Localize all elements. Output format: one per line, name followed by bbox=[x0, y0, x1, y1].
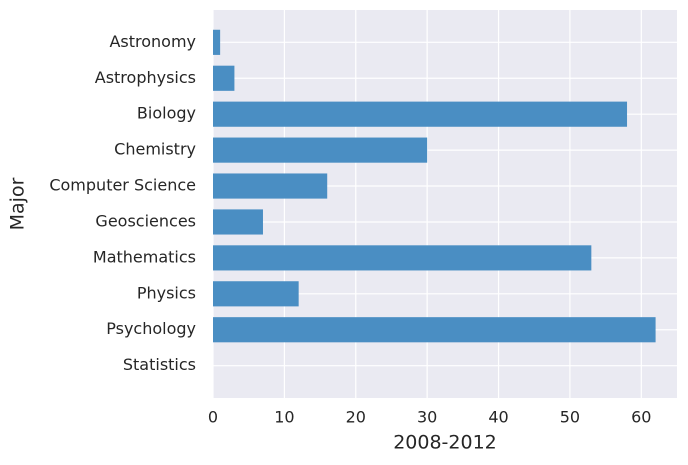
y-tick-label: Biology bbox=[137, 104, 196, 123]
bar bbox=[213, 173, 328, 199]
x-tick-label: 10 bbox=[274, 408, 294, 427]
bar bbox=[213, 29, 221, 55]
y-tick-label: Mathematics bbox=[93, 247, 196, 266]
x-tick-label: 40 bbox=[488, 408, 508, 427]
bar bbox=[213, 245, 592, 271]
x-tick-label: 50 bbox=[560, 408, 580, 427]
y-tick-label: Computer Science bbox=[49, 176, 196, 195]
bar bbox=[213, 137, 428, 163]
x-tick-label: 0 bbox=[208, 408, 218, 427]
x-tick-label: 30 bbox=[417, 408, 437, 427]
bar bbox=[213, 317, 656, 343]
y-axis-label: Major bbox=[7, 177, 29, 230]
y-tick-label: Psychology bbox=[106, 319, 196, 338]
y-tick-label: Statistics bbox=[123, 355, 196, 374]
bar bbox=[213, 65, 235, 91]
x-tick-label: 20 bbox=[346, 408, 366, 427]
bar bbox=[213, 281, 299, 307]
y-tick-label: Physics bbox=[137, 283, 196, 302]
x-axis-label: 2008-2012 bbox=[393, 432, 497, 454]
y-tick-label: Chemistry bbox=[114, 140, 196, 159]
y-tick-label: Geosciences bbox=[95, 211, 196, 230]
y-tick-label: Astronomy bbox=[109, 32, 196, 51]
bar bbox=[213, 101, 628, 127]
bar bbox=[213, 209, 263, 235]
y-tick-label: Astrophysics bbox=[95, 68, 196, 87]
x-tick-label: 60 bbox=[631, 408, 651, 427]
